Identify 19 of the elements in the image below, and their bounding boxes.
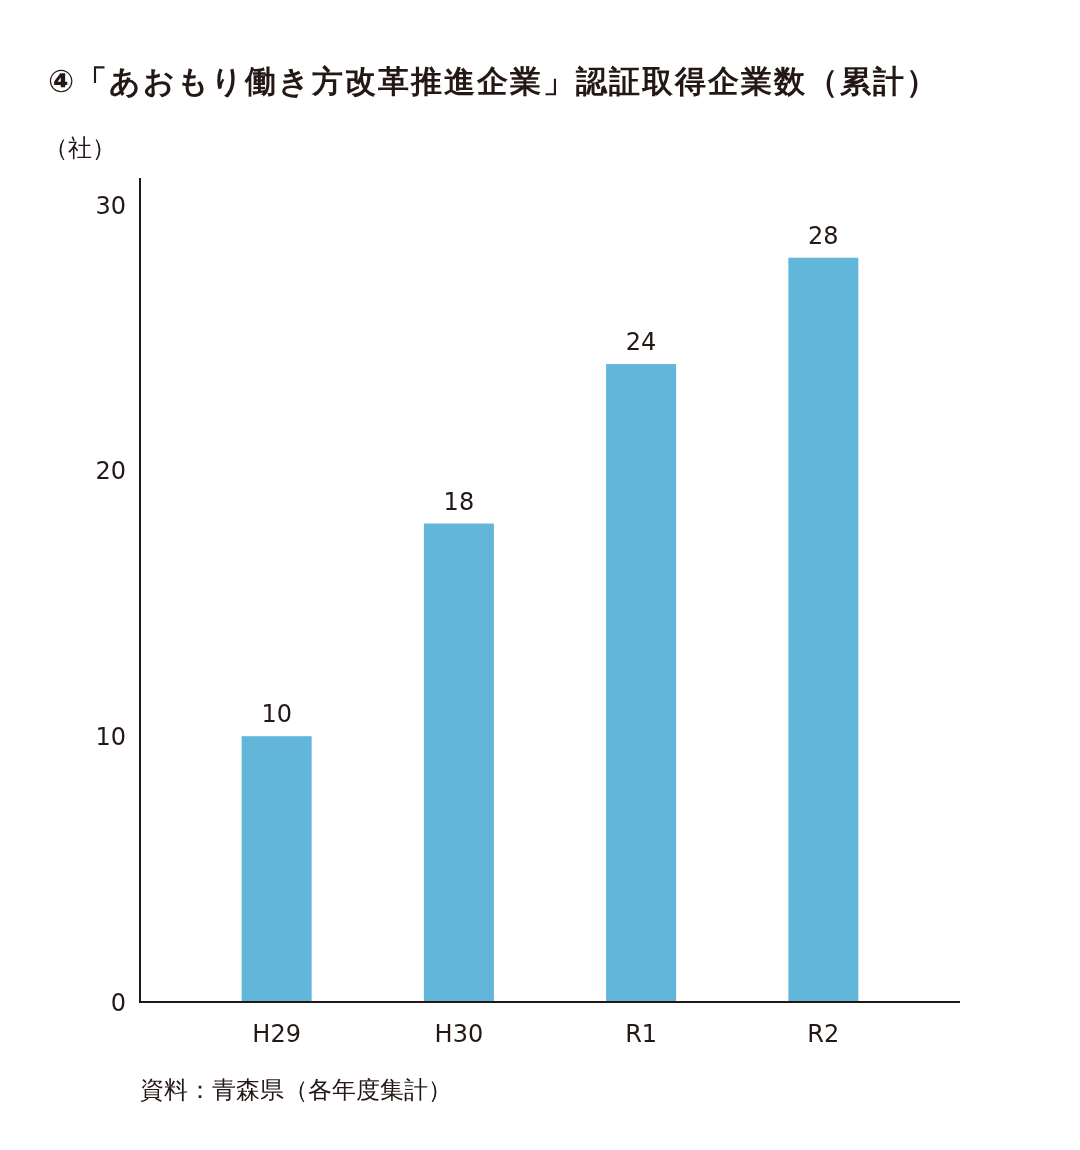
bar [788,257,859,1002]
data-label: 18 [443,487,475,516]
text: 資料：青森県（各年度集計） [140,1076,452,1104]
y-tick-label: 0 [110,989,126,1017]
bar [241,736,312,1002]
y-tick-label: 20 [95,457,126,486]
x-tick-label: H30 [434,1020,484,1048]
bar [606,364,677,1002]
x-tick-label: R2 [807,1020,840,1048]
data-label: 24 [625,328,657,357]
data-label: 10 [261,700,292,729]
bar [423,523,494,1002]
x-tick-label: R1 [625,1020,658,1048]
y-tick-label: 10 [95,723,126,752]
x-tick-label: H29 [252,1020,301,1048]
chart-title: ④「あおもり働き方改革推進企業」認証取得企業数（累計） [48,63,940,99]
y-axis-title: （社） [44,134,116,162]
y-tick-label: 30 [95,191,126,220]
data-label: 28 [808,221,839,250]
